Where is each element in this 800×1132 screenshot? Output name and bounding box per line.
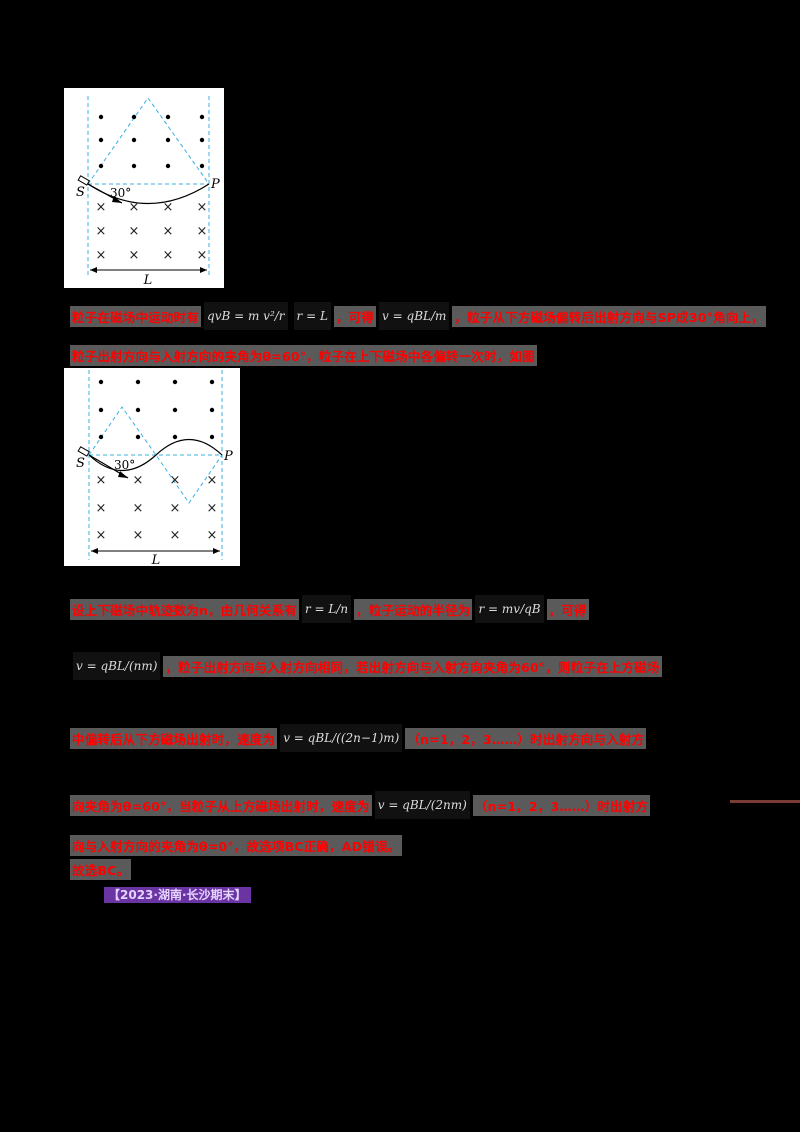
text: ，可得 — [333, 305, 377, 327]
svg-text:×: × — [207, 528, 218, 543]
svg-text:×: × — [96, 224, 107, 239]
formula: v = qBL/(2nm) — [374, 791, 470, 819]
svg-text:×: × — [207, 473, 218, 488]
svg-text:×: × — [163, 224, 174, 239]
svg-text:×: × — [163, 248, 174, 263]
text: 设上下磁场中轨迹数为n，由几何关系有 — [70, 598, 299, 620]
text: 向与入射方向的夹角为θ=0°，故选项BC正确，AD错误。 — [70, 834, 403, 856]
formula: v = qBL/(nm) — [73, 652, 161, 680]
svg-text:×: × — [129, 200, 140, 215]
divider — [730, 800, 800, 803]
source-tag: 【2023·湖南·长沙期末】 — [104, 886, 251, 903]
source-tag-label: 【2023·湖南·长沙期末】 — [104, 887, 251, 903]
text: ，粒子运动的半径为 — [354, 598, 473, 620]
svg-text:×: × — [96, 200, 107, 215]
svg-text:30°: 30° — [114, 458, 135, 472]
svg-text:×: × — [170, 473, 181, 488]
svg-text:×: × — [170, 501, 181, 516]
solution-line-2: 粒子出射方向与入射方向的夹角为θ=60°，粒子在上下磁场中各偏转一次时，如图 — [70, 344, 537, 366]
formula: r = L/n — [302, 595, 352, 623]
svg-text:×: × — [197, 224, 208, 239]
formula: v = qBL/((2n−1)m) — [280, 724, 403, 752]
svg-text:×: × — [197, 200, 208, 215]
formula: qvB = m v²/r — [204, 302, 288, 330]
svg-text:×: × — [207, 501, 218, 516]
answer-line: 故选BC。 — [70, 858, 132, 880]
svg-text:L: L — [151, 553, 161, 566]
svg-text:×: × — [129, 248, 140, 263]
text: 向夹角为θ=60°，当粒子从上方磁场出射时，速度为 — [70, 794, 372, 816]
svg-text:×: × — [96, 473, 107, 488]
text: 粒子在磁场中运动时有 — [70, 305, 202, 327]
svg-text:×: × — [96, 528, 107, 543]
label-p: P — [210, 177, 220, 192]
text: （n=1，2，3……）时出射方向与入射方 — [405, 727, 647, 749]
answer: 故选BC。 — [70, 858, 132, 880]
svg-text:×: × — [163, 200, 174, 215]
text: 中偏转后从下方磁场出射时，速度为 — [70, 727, 278, 749]
text: （n=1，2，3……）时出射方 — [472, 794, 651, 816]
solution-line-1: 粒子在磁场中运动时有 qvB = m v²/r r = L ，可得 v = qB… — [70, 302, 766, 330]
figure-2: × × × × × × × × × × × × S P 30° L — [64, 368, 240, 566]
svg-text:×: × — [96, 248, 107, 263]
svg-text:×: × — [133, 528, 144, 543]
text: ，粒子出射方向与入射方向相同，若出射方向与入射方向夹角为60°，则粒子在上方磁场 — [163, 655, 662, 677]
svg-text:×: × — [96, 501, 107, 516]
figure-1: × × × × × × × × × × × × S P 30° L — [64, 88, 224, 288]
svg-text:×: × — [129, 224, 140, 239]
label-angle: 30° — [110, 186, 131, 200]
formula: r = L — [293, 302, 331, 330]
svg-text:S: S — [76, 456, 85, 471]
label-l: L — [143, 273, 153, 288]
magnetic-field-diagram-2: × × × × × × × × × × × × S P 30° L — [76, 370, 233, 566]
text: ，可得 — [546, 598, 589, 620]
formula: v = qBL/m — [379, 302, 450, 330]
svg-text:×: × — [133, 501, 144, 516]
solution-line-3: 设上下磁场中轨迹数为n，由几何关系有 r = L/n ，粒子运动的半径为 r =… — [70, 595, 589, 623]
svg-text:×: × — [170, 528, 181, 543]
svg-text:P: P — [223, 449, 233, 464]
svg-text:×: × — [133, 473, 144, 488]
solution-line-5: 中偏转后从下方磁场出射时，速度为 v = qBL/((2n−1)m) （n=1，… — [70, 724, 647, 752]
text: 粒子出射方向与入射方向的夹角为θ=60°，粒子在上下磁场中各偏转一次时，如图 — [70, 344, 537, 366]
text: ，粒子从下方磁场偏转后出射方向与SP成30°角向上， — [452, 305, 766, 327]
solution-line-4: v = qBL/(nm) ，粒子出射方向与入射方向相同，若出射方向与入射方向夹角… — [70, 652, 662, 680]
formula: r = mv/qB — [475, 595, 544, 623]
label-s: S — [76, 185, 85, 200]
magnetic-field-diagram-1: × × × × × × × × × × × × S P 30° L — [76, 96, 220, 288]
solution-line-6: 向夹角为θ=60°，当粒子从上方磁场出射时，速度为 v = qBL/(2nm) … — [70, 791, 651, 819]
solution-line-7: 向与入射方向的夹角为θ=0°，故选项BC正确，AD错误。 — [70, 834, 403, 856]
svg-text:×: × — [197, 248, 208, 263]
